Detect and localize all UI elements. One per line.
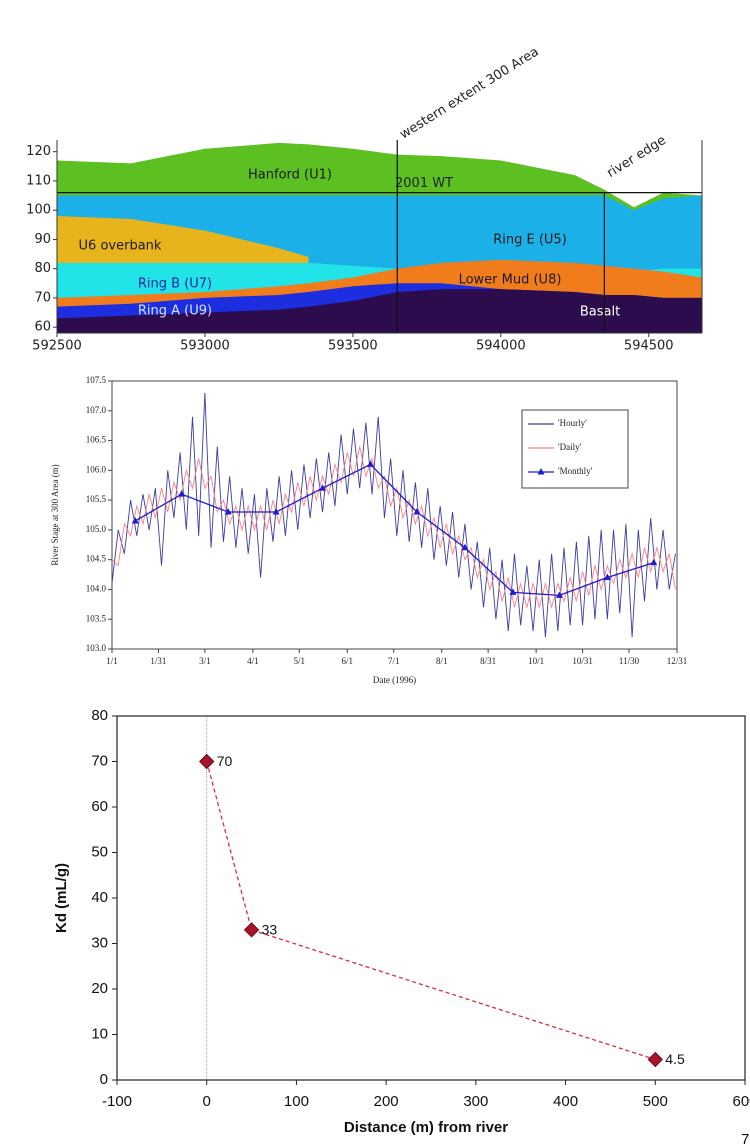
x-tick-label: 1/31 [150,656,166,666]
value-label: 70 [217,753,233,769]
x-tick-label: -100 [102,1093,132,1110]
y-tick-label: 20 [91,980,108,997]
annotation: river edge [604,133,668,181]
y-tick-label: 104.0 [86,584,107,594]
x-tick-label: 600 [732,1093,750,1110]
x-tick-label: 100 [284,1093,309,1110]
chart: 103.0 103.5 104.0 104.5 105.0 105.5 106.0 106.5… [50,375,687,685]
y-tick-label: 100 [26,203,51,218]
x-axis-label: Date (1996) [373,675,416,685]
y-tick-label: 50 [91,843,108,860]
point [200,755,214,769]
x-axis-label: Distance (m) from river [344,1119,508,1136]
x-tick-label: 593500 [328,339,378,354]
value-label: 33 [262,922,278,938]
y-tick-label: 103.0 [86,643,107,653]
y-axis-label: River Stage at 300 Area (m) [50,464,60,565]
y-tick-label: 80 [91,707,108,724]
chart: 0 10 20 30 40 50 60 70 80 -100 0 100 200 300 400 500 600… [53,707,750,1136]
x-tick-label: 592500 [32,339,82,354]
marker [178,490,185,497]
x-tick-label: 593000 [180,339,230,354]
legend-label: 'Monthly' [558,466,593,476]
y-tick-label: 10 [91,1025,108,1042]
x-tick-label: 10/1 [528,656,544,666]
legend-label: 'Daily' [558,442,582,452]
y-tick-label: 70 [91,752,108,769]
y-tick-label: 60 [91,798,108,815]
y-tick-label: 106.5 [86,435,107,445]
point [648,1053,662,1067]
x-tick-label: 3/1 [199,656,211,666]
chart: Hanford (U1) Ring E (U5) U6 overbank Ring B… [26,44,702,353]
y-tick-label: 80 [34,261,51,276]
y-tick-label: 90 [34,232,51,247]
x-tick-label: 400 [553,1093,578,1110]
x-tick-label: 1/1 [106,656,118,666]
y-tick-label: 40 [91,889,108,906]
y-tick-label: 110 [26,173,51,188]
x-tick-label: 5/1 [294,656,306,666]
page-number: 7 [741,1131,749,1146]
y-tick-label: 103.5 [86,613,107,623]
annotation: western extent 300 Area [397,44,541,142]
layer-label: Hanford (U1) [248,168,332,183]
y-tick-label: 105.5 [86,494,107,504]
layer-label: Ring B (U7) [138,277,212,292]
layer-label: Lower Mud (U8) [459,273,562,288]
y-tick-label: 105.0 [86,524,107,534]
x-tick-label: 12/31 [667,656,688,666]
layer-label: Basalt [580,305,620,320]
y-tick-label: 107.0 [86,405,107,415]
water-table-label: 2001 WT [395,176,453,191]
y-tick-label: 30 [91,934,108,951]
y-tick-label: 120 [26,144,51,159]
x-tick-label: 594500 [624,339,674,354]
value-label: 4.5 [665,1051,685,1067]
x-tick-label: 11/30 [619,656,640,666]
y-axis-label: Kd (mL/g) [53,863,70,933]
x-tick-label: 10/31 [572,656,593,666]
point [245,923,259,937]
y-tick-label: 70 [34,290,51,305]
y-tick-label: 0 [100,1071,108,1088]
x-tick-label: 6/1 [342,656,354,666]
x-tick-label: 8/1 [436,656,448,666]
marker [650,559,657,566]
x-tick-label: 4/1 [247,656,259,666]
layer-label: U6 overbank [79,239,162,254]
trend-line [207,762,656,1060]
layer-label: Ring E (U5) [493,233,567,248]
x-tick-label: 300 [463,1093,488,1110]
layer-label: Ring A (U9) [138,304,212,319]
x-tick-label: 200 [374,1093,399,1110]
x-tick-label: 594000 [476,339,526,354]
legend-label: 'Hourly' [558,418,587,428]
x-tick-label: 0 [203,1093,211,1110]
x-tick-label: 500 [643,1093,668,1110]
plot-frame [117,716,745,1080]
y-tick-label: 104.5 [86,554,107,564]
x-tick-label: 8/31 [480,656,496,666]
figure: 7 Hanford (U1) Ring E (U5) U6 overbank Ring… [0,0,750,1146]
y-tick-label: 107.5 [86,375,107,385]
y-tick-label: 106.0 [86,464,107,474]
y-tick-label: 60 [34,320,51,335]
x-tick-label: 7/1 [388,656,400,666]
